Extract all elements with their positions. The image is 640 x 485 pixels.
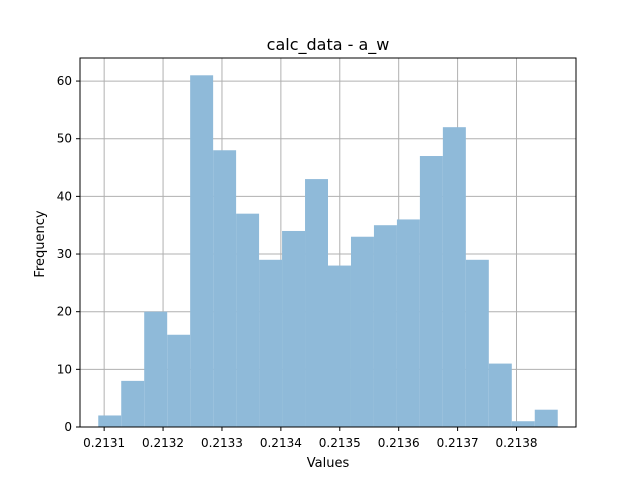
histogram-bar xyxy=(488,363,512,427)
histogram-bar xyxy=(236,213,260,427)
histogram-bar xyxy=(190,75,214,427)
histogram-bar xyxy=(396,219,420,427)
histogram-bar xyxy=(282,230,306,427)
x-tick-label: 0.2136 xyxy=(378,436,420,450)
y-tick-label: 60 xyxy=(57,74,72,88)
histogram-bar xyxy=(328,265,351,427)
histogram-bar xyxy=(419,156,443,427)
histogram-bar xyxy=(465,259,489,427)
histogram-bar xyxy=(534,409,558,427)
x-tick-label: 0.2138 xyxy=(496,436,538,450)
x-tick-label: 0.2134 xyxy=(260,436,302,450)
histogram-bar xyxy=(259,259,283,427)
axes xyxy=(79,57,577,428)
x-tick-label: 0.2132 xyxy=(142,436,184,450)
y-tick-label: 20 xyxy=(57,305,72,319)
y-tick-label: 10 xyxy=(57,362,72,376)
y-tick-label: 40 xyxy=(57,189,72,203)
y-tick-label: 30 xyxy=(57,247,72,261)
histogram-bar xyxy=(144,311,168,427)
y-axis-label: Frequency xyxy=(33,210,48,277)
histogram-bars xyxy=(98,75,558,427)
histogram-bar xyxy=(442,127,466,427)
histogram-bar xyxy=(350,236,374,427)
histogram-bar xyxy=(98,415,122,427)
chart-title: calc_data - a_w xyxy=(267,35,390,55)
x-axis-label: Values xyxy=(307,456,350,471)
histogram-bar xyxy=(305,179,328,427)
histogram-bar xyxy=(511,421,535,427)
plot-frame xyxy=(79,57,577,428)
x-tick-label: 0.2131 xyxy=(83,436,125,450)
histogram-bar xyxy=(373,225,397,427)
x-tick-label: 0.2137 xyxy=(437,436,479,450)
histogram-bar xyxy=(167,334,191,427)
x-tick-label: 0.2133 xyxy=(201,436,243,450)
y-tick-label: 50 xyxy=(57,132,72,146)
ticks: 0.2131 0.2132 0.2133 0.2134 0.2135 0.2136 0.21… xyxy=(57,74,538,450)
x-tick-label: 0.2135 xyxy=(319,436,361,450)
histogram-bar xyxy=(121,380,145,427)
histogram-bar xyxy=(213,150,237,427)
y-tick-label: 0 xyxy=(64,420,72,434)
